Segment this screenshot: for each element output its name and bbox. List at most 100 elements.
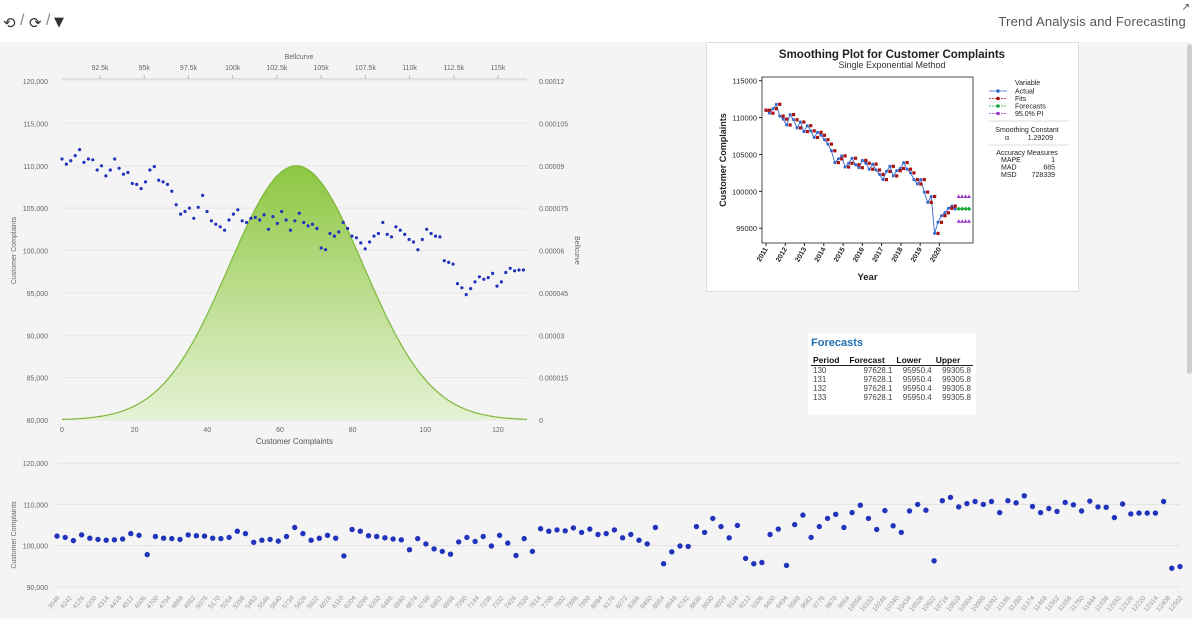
accuracy-label: MAPE bbox=[1001, 157, 1021, 164]
actual-point bbox=[895, 169, 899, 173]
fit-point bbox=[850, 161, 854, 165]
x-tick-label: 120 bbox=[492, 427, 504, 434]
actual-point bbox=[840, 154, 844, 158]
data-point bbox=[359, 241, 363, 245]
y-tick-label: 110,000 bbox=[23, 164, 48, 171]
toolbar-separator: / bbox=[46, 12, 51, 29]
actual-point bbox=[943, 211, 947, 215]
x2-tick-label: 100k bbox=[225, 65, 241, 72]
data-point bbox=[988, 498, 995, 505]
x-tick-label: 8742 bbox=[676, 594, 691, 610]
x-tick-label: 100 bbox=[419, 427, 431, 434]
bellcurve-line bbox=[62, 165, 528, 420]
data-point bbox=[783, 562, 790, 569]
x-tick-label: 2014 bbox=[814, 246, 828, 263]
fit-point bbox=[933, 194, 937, 199]
x-tick-label: 9870 bbox=[824, 594, 839, 610]
x-tick-label: 8930 bbox=[701, 594, 716, 610]
data-point bbox=[669, 549, 675, 555]
data-point bbox=[423, 541, 429, 547]
x-tick-label: 7990 bbox=[578, 594, 593, 610]
actual-point bbox=[888, 164, 892, 168]
data-point bbox=[693, 523, 700, 530]
accuracy-value: 728339 bbox=[1032, 172, 1055, 179]
data-point bbox=[415, 535, 421, 542]
data-point bbox=[997, 509, 1003, 516]
y-tick-label: 100,000 bbox=[23, 249, 48, 256]
x-tick-label: 4888 bbox=[170, 594, 185, 610]
actual-point bbox=[781, 117, 785, 121]
data-point bbox=[1177, 563, 1183, 570]
y-tick-label: 110000 bbox=[733, 114, 757, 123]
forecast-cell: 97628.1 bbox=[863, 366, 893, 375]
data-point bbox=[472, 538, 478, 545]
data-point bbox=[398, 537, 404, 543]
x-tick-label: 6204 bbox=[343, 594, 358, 610]
x-tick-label: 7238 bbox=[479, 594, 494, 610]
data-point bbox=[546, 528, 552, 534]
x-tick-label: 8836 bbox=[689, 594, 704, 610]
data-point bbox=[111, 537, 118, 543]
data-point bbox=[407, 237, 411, 242]
data-point bbox=[570, 525, 577, 531]
data-point bbox=[69, 159, 73, 163]
data-point bbox=[177, 536, 183, 543]
x-tick-label: 8648 bbox=[664, 594, 679, 610]
scrollbar[interactable] bbox=[1187, 44, 1192, 374]
fit-point bbox=[902, 166, 906, 171]
x-tick-label: 8460 bbox=[639, 594, 654, 610]
y2-tick-label: 0.00012 bbox=[539, 79, 564, 86]
data-point bbox=[742, 555, 749, 562]
x2-tick-label: 97.5k bbox=[180, 65, 198, 72]
data-point bbox=[751, 561, 757, 567]
filter-icon[interactable]: ▼ bbox=[54, 15, 64, 30]
data-point bbox=[644, 541, 650, 547]
data-point bbox=[611, 527, 618, 533]
data-point bbox=[429, 231, 433, 236]
x2-tick-label: 95k bbox=[139, 65, 151, 72]
data-point bbox=[1144, 510, 1150, 516]
data-point bbox=[240, 219, 244, 223]
data-point bbox=[562, 528, 568, 534]
data-point bbox=[372, 234, 376, 238]
data-point bbox=[455, 282, 460, 286]
upper-cell: 99305.8 bbox=[942, 384, 971, 393]
refresh-icon[interactable]: ⟳ bbox=[29, 14, 42, 32]
data-point bbox=[980, 501, 986, 508]
fit-point bbox=[853, 156, 858, 160]
legend-label: Actual bbox=[1015, 89, 1035, 96]
bellcurve-area bbox=[62, 165, 527, 420]
fit-point bbox=[840, 157, 844, 161]
data-point bbox=[62, 534, 68, 541]
fit-point bbox=[926, 190, 930, 194]
col-header-lower: Lower bbox=[894, 355, 934, 366]
data-point bbox=[529, 548, 536, 555]
data-point bbox=[1029, 503, 1036, 510]
actual-point bbox=[854, 163, 857, 167]
data-point bbox=[685, 543, 691, 550]
actual-point bbox=[823, 138, 826, 142]
data-point bbox=[964, 500, 970, 507]
data-point bbox=[652, 524, 659, 531]
fit-point bbox=[857, 163, 861, 167]
data-point bbox=[275, 221, 279, 225]
data-point bbox=[139, 187, 143, 191]
data-point bbox=[1054, 508, 1060, 515]
data-point bbox=[431, 546, 437, 552]
data-point bbox=[619, 535, 626, 541]
x-tick-label: 2015 bbox=[833, 246, 847, 263]
data-point bbox=[315, 226, 319, 231]
lower-cell: 95950.4 bbox=[902, 384, 932, 393]
data-point bbox=[209, 219, 213, 223]
x-tick-label: 2018 bbox=[891, 246, 905, 263]
data-point bbox=[135, 182, 139, 186]
pi-upper-point bbox=[956, 194, 961, 198]
history-icon[interactable]: ⟲ bbox=[3, 14, 16, 32]
period-cell: 133 bbox=[813, 393, 827, 402]
data-point bbox=[108, 168, 112, 172]
actual-point bbox=[874, 168, 878, 172]
data-point bbox=[117, 166, 121, 170]
actual-point bbox=[778, 114, 782, 118]
data-point bbox=[91, 158, 95, 162]
expand-icon[interactable]: ↗ bbox=[1181, 2, 1190, 13]
